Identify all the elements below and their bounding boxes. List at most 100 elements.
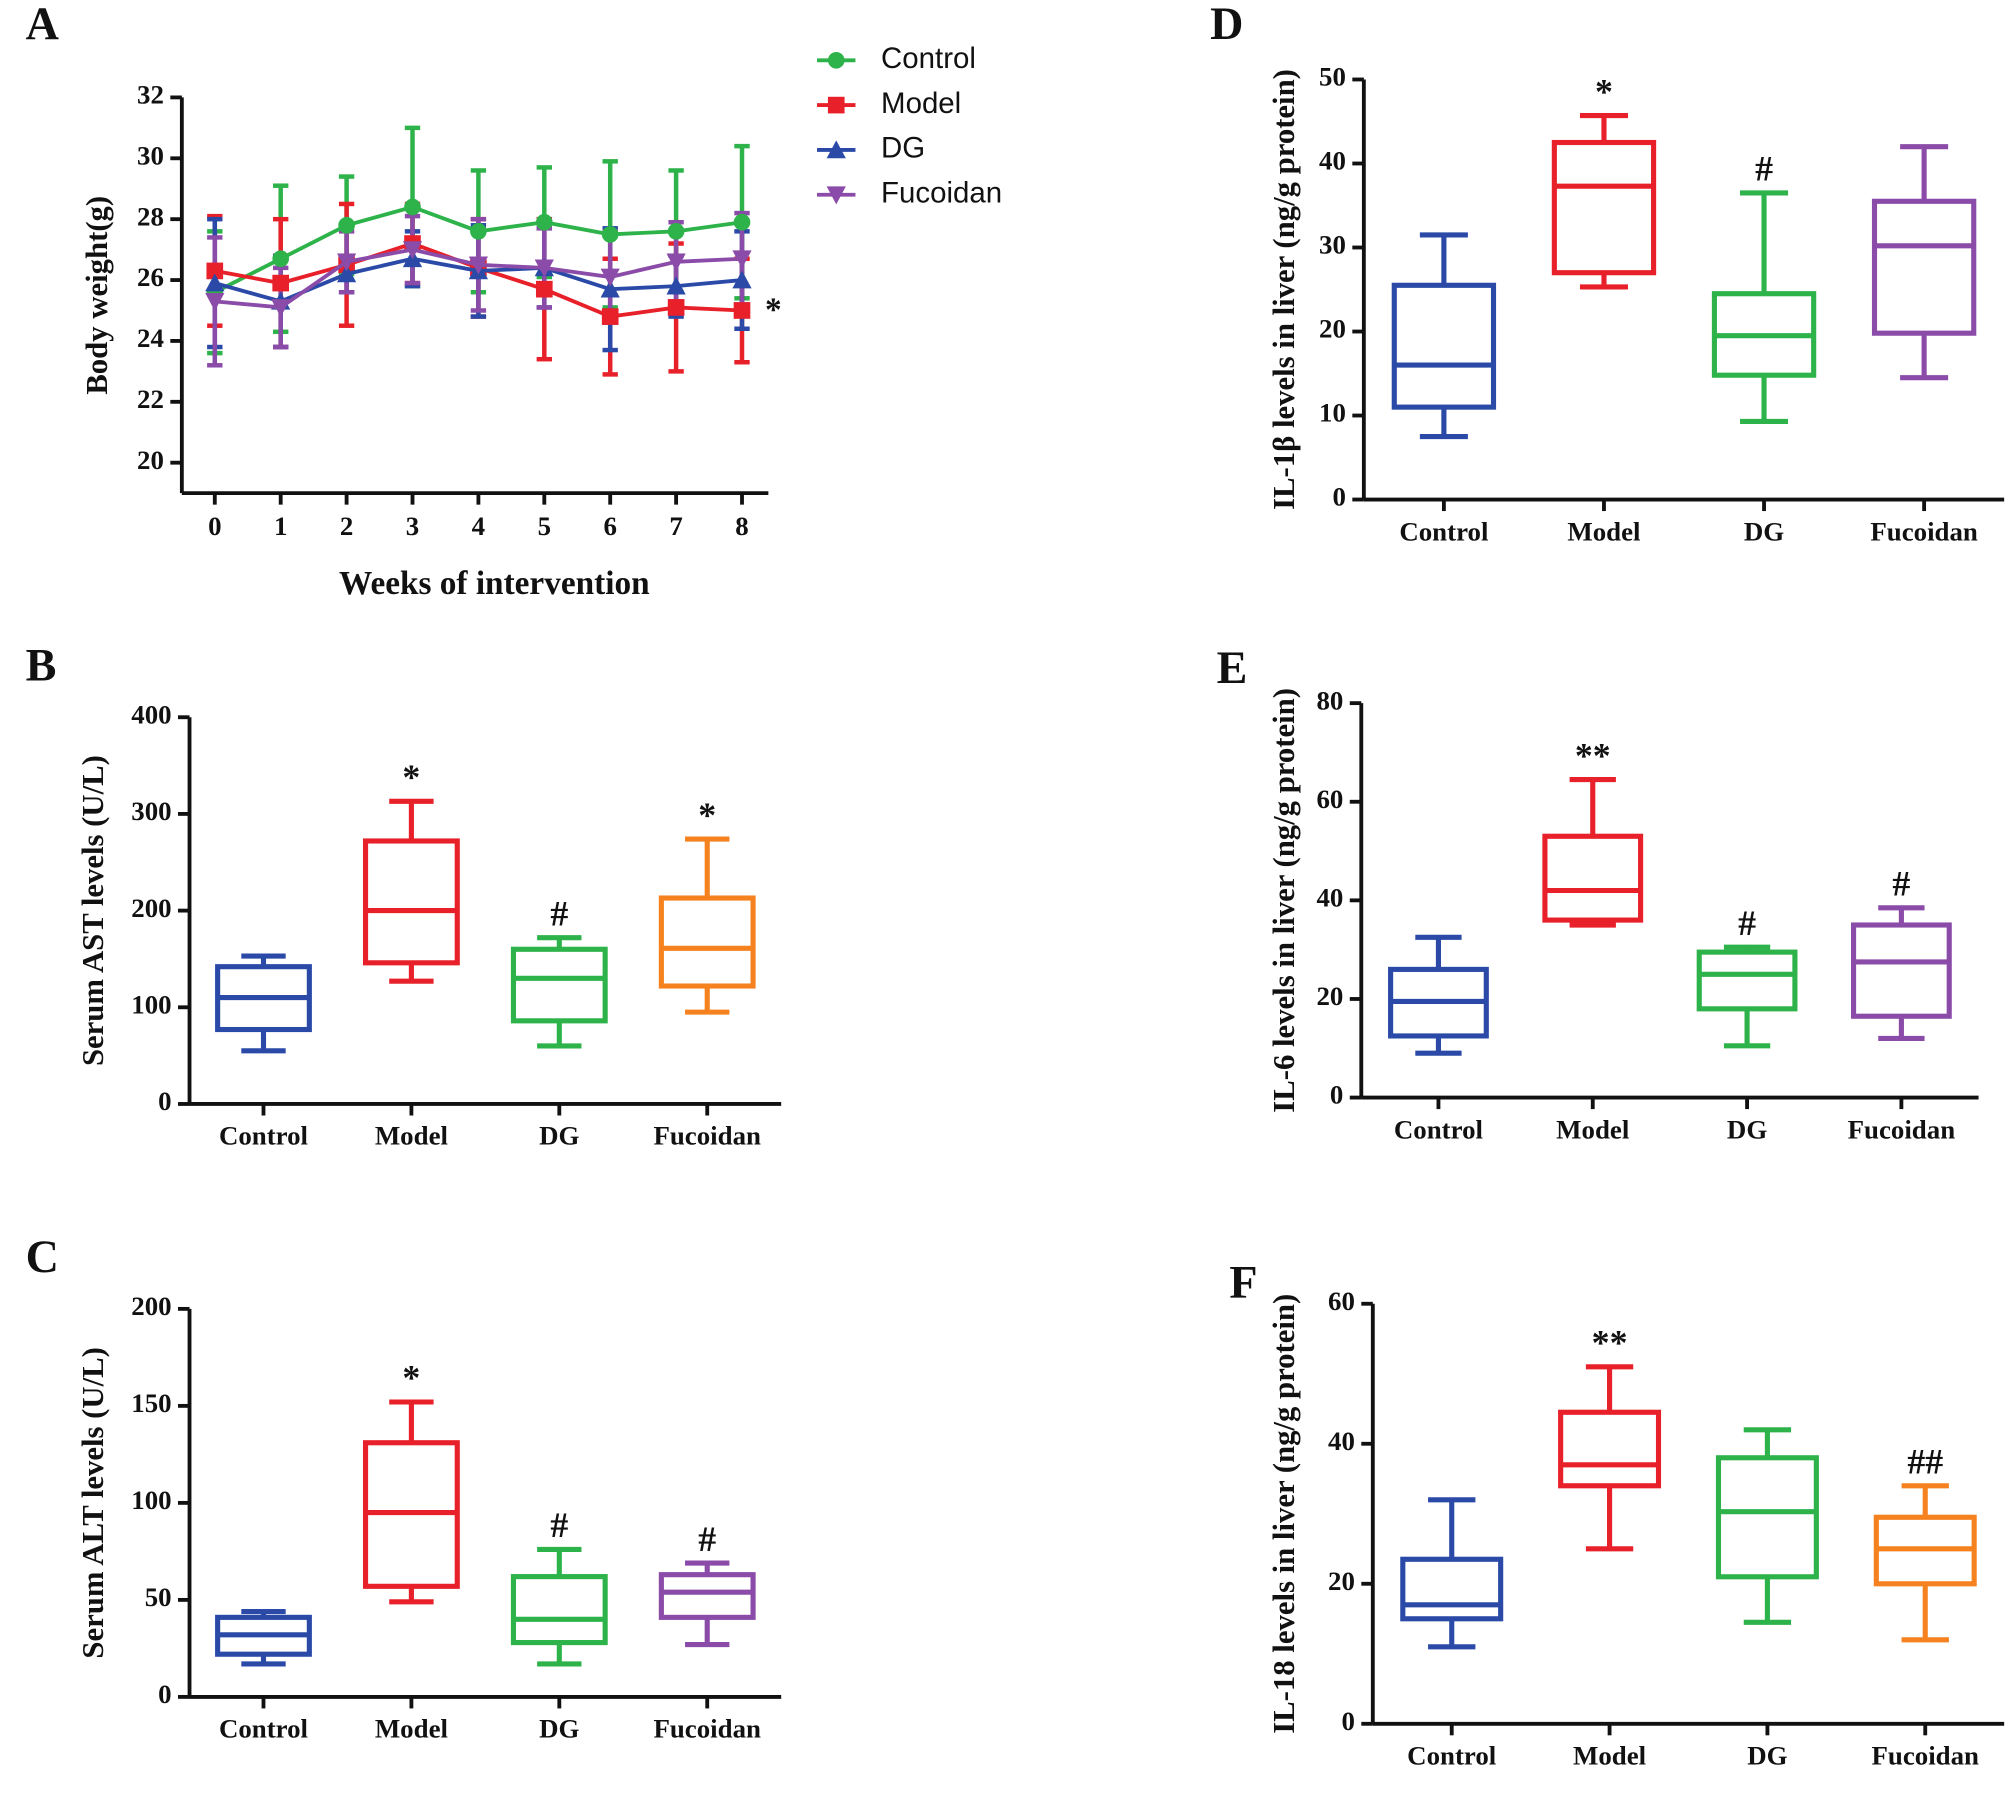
legend-label: Model <box>881 87 961 120</box>
y-tick-label: 50 <box>1319 62 1346 92</box>
y-tick-label: 26 <box>137 262 164 292</box>
marker <box>272 274 290 292</box>
x-tick-label: 0 <box>208 511 221 541</box>
x-tick-label: 2 <box>340 511 353 541</box>
x-tick-label: DG <box>1744 516 1784 546</box>
y-axis-label: Serum AST levels (U/L) <box>76 755 110 1066</box>
panel-label: E <box>1217 642 1248 693</box>
x-tick-label: DG <box>539 1121 579 1151</box>
legend-marker <box>826 140 846 159</box>
x-tick-label: Control <box>1407 1741 1496 1771</box>
box <box>362 838 460 966</box>
y-tick-label: 32 <box>137 80 164 110</box>
box <box>658 895 756 989</box>
x-tick-label: Model <box>1556 1114 1629 1144</box>
marker <box>733 213 751 231</box>
y-tick-label: 200 <box>131 893 171 923</box>
box <box>1715 1455 1819 1580</box>
y-axis-label: IL-6 levels in liver (ng/g protein) <box>1267 688 1301 1113</box>
x-tick-label: DG <box>1747 1741 1787 1771</box>
y-tick-label: 22 <box>137 384 164 414</box>
marker <box>601 308 619 325</box>
y-tick-label: 40 <box>1328 1426 1355 1456</box>
y-tick-label: 20 <box>1316 981 1343 1011</box>
x-tick-label: Model <box>1573 1741 1646 1771</box>
x-tick-label: Control <box>1399 516 1488 546</box>
y-tick-label: 30 <box>1319 230 1346 260</box>
marker <box>601 226 619 243</box>
legend-label: DG <box>881 132 925 165</box>
significance-label: * <box>1595 71 1613 111</box>
x-tick-label: Control <box>219 1714 308 1744</box>
marker <box>600 268 620 287</box>
legend-marker <box>827 96 845 114</box>
significance-label: # <box>698 1519 716 1559</box>
box <box>1542 833 1644 923</box>
x-tick-label: 5 <box>538 511 551 541</box>
marker <box>732 270 752 289</box>
x-tick-label: Fucoidan <box>1870 516 1978 546</box>
y-tick-label: 100 <box>131 1485 171 1515</box>
marker <box>468 256 489 275</box>
y-axis-label: Serum ALT levels (U/L) <box>76 1347 110 1658</box>
marker <box>733 302 751 319</box>
y-tick-label: 10 <box>1319 398 1346 428</box>
marker <box>535 280 553 298</box>
y-tick-label: 0 <box>158 1679 171 1709</box>
y-tick-label: 300 <box>131 796 171 826</box>
box <box>1696 949 1798 1012</box>
box <box>1391 282 1497 410</box>
x-tick-label: 6 <box>603 511 616 541</box>
significance-label: * <box>402 757 420 797</box>
y-tick-label: 40 <box>1316 883 1343 913</box>
x-tick-label: Fucoidan <box>653 1121 761 1151</box>
marker <box>666 253 686 272</box>
x-tick-label: 4 <box>472 511 485 541</box>
y-tick-label: 80 <box>1316 685 1343 715</box>
significance-label: * <box>698 795 716 835</box>
x-tick-label: Fucoidan <box>653 1714 761 1744</box>
x-tick-label: DG <box>539 1714 579 1744</box>
marker <box>470 223 487 240</box>
y-tick-label: 24 <box>137 323 164 353</box>
marker <box>271 299 291 318</box>
y-tick-label: 200 <box>131 1291 171 1321</box>
y-tick-label: 400 <box>131 699 171 729</box>
marker <box>667 299 685 316</box>
significance-label: * <box>402 1358 420 1398</box>
y-tick-label: 60 <box>1316 784 1343 814</box>
significance-label: # <box>1738 903 1756 943</box>
y-tick-label: 150 <box>131 1388 171 1418</box>
y-axis-label: Body weight(g) <box>80 196 114 395</box>
panel-label: A <box>26 0 59 49</box>
significance-label: # <box>1755 149 1773 189</box>
significance-label: # <box>550 1505 568 1545</box>
panel-label: B <box>26 639 57 690</box>
y-tick-label: 0 <box>1341 1706 1354 1736</box>
significance-label: # <box>1892 863 1910 903</box>
significance-label: ## <box>1907 1442 1943 1482</box>
marker <box>404 198 421 216</box>
y-tick-label: 50 <box>145 1582 172 1612</box>
box <box>510 946 608 1024</box>
x-tick-label: 3 <box>406 511 419 541</box>
y-axis-label: IL-18 levels in liver (ng/g protein) <box>1267 1294 1301 1734</box>
x-tick-label: Fucoidan <box>1848 1114 1956 1144</box>
x-tick-label: DG <box>1727 1114 1767 1144</box>
significance-label: ** <box>1592 1323 1628 1363</box>
marker <box>535 213 553 231</box>
x-tick-label: Model <box>375 1121 448 1151</box>
panel-label: F <box>1229 1257 1257 1308</box>
significance-label: * <box>765 292 782 329</box>
marker <box>534 259 554 278</box>
box <box>1400 1556 1504 1622</box>
legend-marker <box>827 51 845 69</box>
y-tick-label: 100 <box>131 989 171 1019</box>
panel-label: D <box>1210 0 1243 49</box>
marker <box>402 241 423 260</box>
y-tick-label: 20 <box>1319 314 1346 344</box>
box <box>1871 198 1977 336</box>
legend-label: Fucoidan <box>881 177 1002 210</box>
